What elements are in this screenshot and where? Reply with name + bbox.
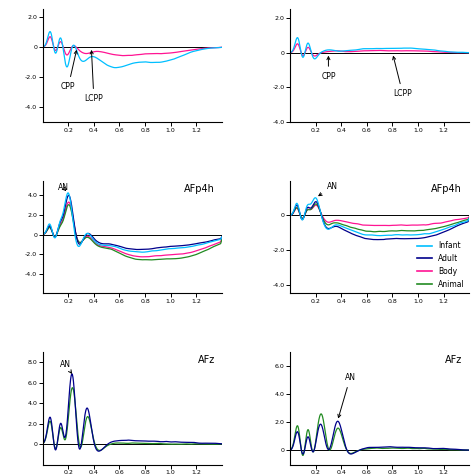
Text: AN: AN xyxy=(60,360,72,373)
Text: AN: AN xyxy=(319,182,338,196)
Text: LCPP: LCPP xyxy=(84,51,103,103)
Text: CPP: CPP xyxy=(321,57,336,81)
Text: AN: AN xyxy=(338,373,356,418)
Text: LCPP: LCPP xyxy=(392,56,412,98)
Text: AFp4h: AFp4h xyxy=(184,184,215,194)
Text: CPP: CPP xyxy=(61,51,77,91)
Legend: Infant, Adult, Body, Animal: Infant, Adult, Body, Animal xyxy=(416,240,465,290)
Text: AN: AN xyxy=(58,183,69,192)
Text: AFz: AFz xyxy=(198,356,215,365)
Text: AFz: AFz xyxy=(445,356,462,365)
Text: AFp4h: AFp4h xyxy=(431,184,462,194)
